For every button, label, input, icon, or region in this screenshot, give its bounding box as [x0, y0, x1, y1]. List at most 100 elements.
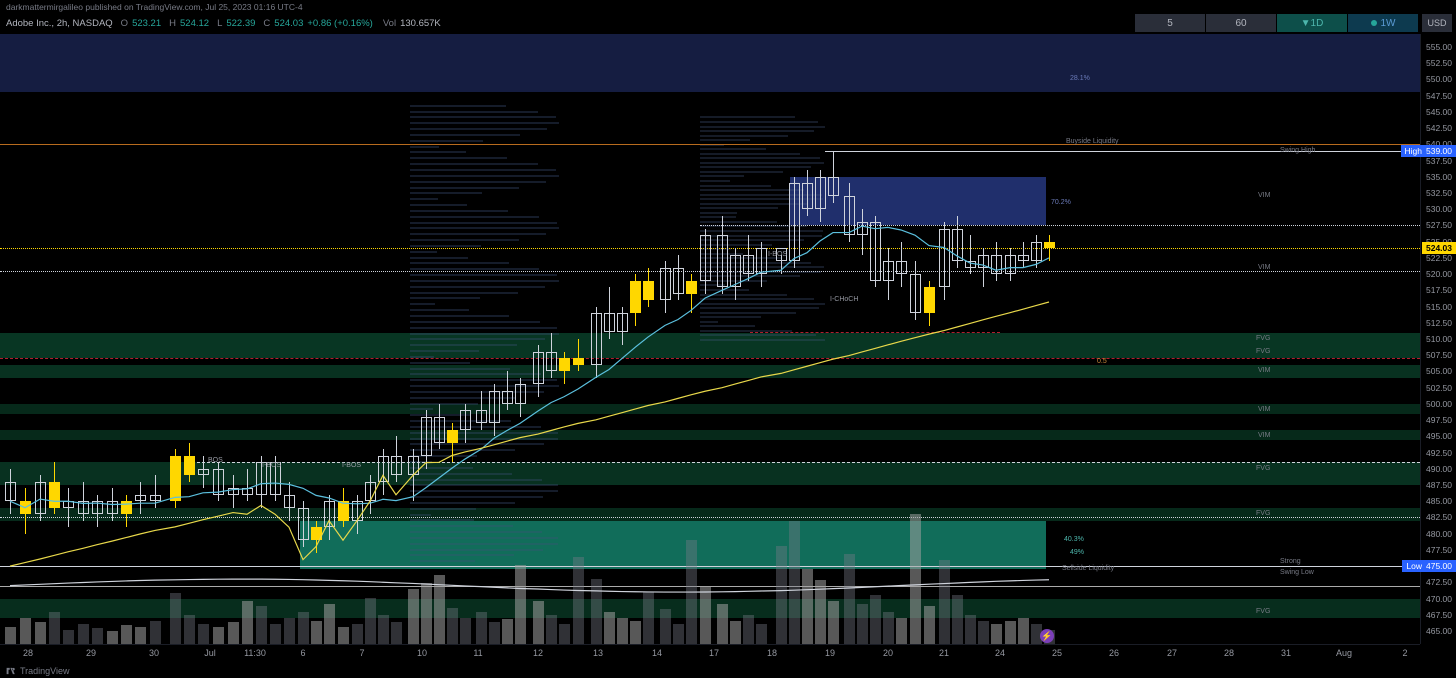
candle-body: [1031, 242, 1042, 261]
candle-body: [643, 281, 654, 300]
candle-body: [965, 261, 976, 267]
candle-wick: [970, 235, 971, 274]
volume-bar: [660, 609, 671, 644]
volume-profile-row: [700, 334, 816, 336]
timeframe-60[interactable]: 60: [1206, 14, 1276, 32]
y-tick: 545.00: [1426, 107, 1452, 117]
volume-bar: [502, 619, 513, 644]
volume-profile-row: [700, 303, 825, 305]
volume-bar: [365, 598, 376, 644]
volume-profile-row: [410, 484, 558, 486]
volume-bar: [256, 606, 267, 644]
y-tick: 490.00: [1426, 464, 1452, 474]
candle-body: [1005, 255, 1016, 274]
volume-profile-row: [700, 294, 787, 296]
volume-bar: [408, 589, 419, 644]
volume-bar: [533, 601, 544, 644]
volume-profile-row: [410, 280, 559, 282]
chart-annotation: I-BOS: [342, 462, 361, 469]
candle-body: [939, 229, 950, 287]
volume-bar: [460, 618, 471, 644]
volume-profile-row: [410, 368, 510, 370]
volume-bar: [673, 624, 684, 644]
candle-body: [700, 235, 711, 280]
chart-annotation: VIM: [1258, 406, 1270, 413]
y-tick: 502.50: [1426, 383, 1452, 393]
candle-body: [924, 287, 935, 313]
volume-profile-row: [410, 490, 558, 492]
candle-body: [896, 261, 907, 274]
x-axis[interactable]: 282930Jul11:3067101112131417181920212425…: [0, 644, 1420, 664]
candle-body: [198, 469, 209, 475]
x-tick: 11: [473, 648, 482, 658]
volume-profile-row: [700, 162, 824, 164]
candle-body: [883, 261, 894, 280]
chart-area[interactable]: 28.1%70.2%40.3%49%FVGFVGFVGFVGFVGVIMVIMV…: [0, 34, 1420, 644]
alert-icon[interactable]: ⚡: [1040, 629, 1054, 643]
volume-bar: [107, 631, 118, 644]
chart-annotation: FVG: [1256, 510, 1270, 517]
y-tick: 527.50: [1426, 220, 1452, 230]
volume-profile-row: [410, 303, 435, 305]
volume-bar: [324, 604, 335, 644]
x-tick: 25: [1052, 648, 1062, 658]
volume-profile-row: [410, 245, 481, 247]
chart-annotation: I-CHoCH: [830, 296, 858, 303]
y-tick: 495.00: [1426, 431, 1452, 441]
candle-body: [802, 183, 813, 209]
candle-wick: [247, 469, 248, 501]
volume-bar: [5, 627, 16, 644]
volume-profile-row: [410, 257, 468, 259]
horizontal-line: [750, 332, 1000, 333]
volume-bar: [686, 540, 697, 644]
volume-profile-row: [410, 344, 517, 346]
x-tick: 27: [1167, 648, 1177, 658]
volume-profile-row: [410, 455, 477, 457]
y-tick: 497.50: [1426, 415, 1452, 425]
chart-annotation: VIM: [1258, 367, 1270, 374]
candle-wick: [155, 475, 156, 507]
volume-profile-row: [410, 151, 466, 153]
volume-profile-row: [410, 292, 518, 294]
volume-bar: [49, 612, 60, 644]
volume-bar: [939, 560, 950, 644]
volume-profile-row: [700, 212, 737, 214]
y-axis[interactable]: 465.00467.50470.00472.50475.00477.50480.…: [1420, 34, 1456, 644]
candle-body: [20, 501, 31, 514]
timeframe-1d[interactable]: ▼ 1D: [1277, 14, 1347, 32]
volume-profile-row: [700, 221, 777, 223]
open-value: 523.21: [132, 18, 161, 29]
volume-profile-row: [410, 373, 541, 375]
y-tick: 522.50: [1426, 253, 1452, 263]
volume-bar: [476, 612, 487, 644]
volume-profile-row: [700, 153, 800, 155]
candle-body: [844, 196, 855, 235]
x-tick: 26: [1109, 648, 1119, 658]
candle-body: [789, 183, 800, 261]
x-tick: 11:30: [244, 648, 266, 658]
chart-annotation: 28.1%: [1070, 75, 1090, 82]
candle-body: [434, 417, 445, 443]
volume-bar: [896, 618, 907, 644]
candle-body: [660, 268, 671, 300]
timeframe-group: 5 60 ▼ 1D 1W: [1135, 14, 1418, 32]
candle-body: [828, 177, 839, 196]
candle-body: [870, 222, 881, 280]
x-tick: 18: [767, 648, 777, 658]
volume-bar: [78, 624, 89, 644]
x-tick: 13: [593, 648, 603, 658]
x-tick: 19: [825, 648, 835, 658]
volume-bar: [991, 624, 1002, 644]
timeframe-5[interactable]: 5: [1135, 14, 1205, 32]
candle-body: [743, 255, 754, 274]
timeframe-1w[interactable]: 1W: [1348, 14, 1418, 32]
y-tick: 512.50: [1426, 318, 1452, 328]
volume-profile-row: [410, 514, 431, 516]
candle-body: [78, 501, 89, 514]
chart-annotation: Sellside Liquidity: [1062, 565, 1114, 572]
volume-profile-row: [700, 175, 744, 177]
candle-body: [476, 410, 487, 423]
currency-label[interactable]: USD: [1422, 14, 1452, 32]
volume-bar: [1005, 621, 1016, 644]
volume-profile-row: [700, 316, 761, 318]
